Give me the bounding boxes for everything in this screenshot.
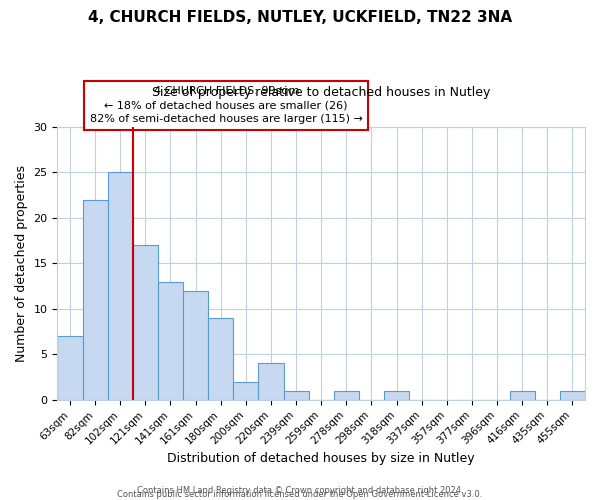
Text: 4, CHURCH FIELDS, NUTLEY, UCKFIELD, TN22 3NA: 4, CHURCH FIELDS, NUTLEY, UCKFIELD, TN22… <box>88 10 512 25</box>
Bar <box>83 200 107 400</box>
Bar <box>334 391 359 400</box>
Bar <box>107 172 133 400</box>
Bar <box>259 364 284 400</box>
Bar <box>183 290 208 400</box>
Bar <box>284 391 308 400</box>
X-axis label: Distribution of detached houses by size in Nutley: Distribution of detached houses by size … <box>167 452 475 465</box>
Bar <box>233 382 259 400</box>
Bar <box>158 282 183 400</box>
Bar <box>208 318 233 400</box>
Y-axis label: Number of detached properties: Number of detached properties <box>15 165 28 362</box>
Title: Size of property relative to detached houses in Nutley: Size of property relative to detached ho… <box>152 86 490 100</box>
Bar <box>560 391 585 400</box>
Text: 4 CHURCH FIELDS: 99sqm
← 18% of detached houses are smaller (26)
82% of semi-det: 4 CHURCH FIELDS: 99sqm ← 18% of detached… <box>90 86 362 124</box>
Bar <box>133 245 158 400</box>
Bar <box>58 336 83 400</box>
Text: Contains HM Land Registry data © Crown copyright and database right 2024.: Contains HM Land Registry data © Crown c… <box>137 486 463 495</box>
Text: Contains public sector information licensed under the Open Government Licence v3: Contains public sector information licen… <box>118 490 482 499</box>
Bar <box>384 391 409 400</box>
Bar <box>509 391 535 400</box>
